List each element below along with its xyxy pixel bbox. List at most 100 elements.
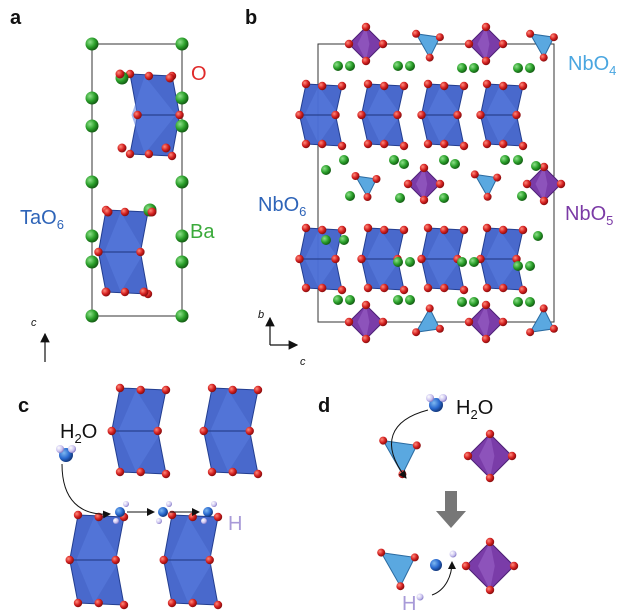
oxygen-atom xyxy=(518,141,528,151)
oxygen-atom xyxy=(94,598,103,608)
barium-atom xyxy=(450,159,460,169)
oxygen-atom xyxy=(344,317,354,327)
oxygen-atom xyxy=(120,207,130,217)
oxygen-atom xyxy=(175,110,184,120)
barium-atom xyxy=(85,309,99,323)
oxygen-atom xyxy=(470,170,479,179)
barium-atom xyxy=(525,297,535,307)
oxygen-atom xyxy=(522,179,532,189)
nbo5-highlight xyxy=(477,305,490,339)
oxygen-atom xyxy=(481,56,491,66)
oxygen-atom xyxy=(301,139,311,149)
octahedron-column xyxy=(107,383,171,479)
oxygen-atom xyxy=(549,324,558,333)
oxygen-atom xyxy=(485,537,495,547)
barium-atom xyxy=(513,155,523,165)
oxygen-atom xyxy=(463,451,473,461)
oxygen-atom xyxy=(331,110,340,120)
barium-atom xyxy=(525,63,535,73)
barium-atom xyxy=(85,255,99,269)
barium-atom xyxy=(175,255,189,269)
oxygen-atom xyxy=(361,334,371,344)
barium-atom xyxy=(175,309,189,323)
oxygen-atom xyxy=(125,149,135,159)
axis-c-label-a: c xyxy=(31,317,37,329)
oxygen-atom xyxy=(361,56,371,66)
oxygen-atom xyxy=(435,33,444,42)
nbo5-polyhedron xyxy=(344,300,388,344)
octahedron-column xyxy=(125,69,184,161)
oxygen-atom xyxy=(482,283,492,293)
oxygen-atom xyxy=(396,582,405,591)
oxygen-atom xyxy=(337,225,347,235)
oxygen-atom xyxy=(253,469,263,479)
proton xyxy=(166,501,172,507)
oxygen-atom xyxy=(136,385,145,395)
nbo5-highlight xyxy=(357,305,370,339)
oxygen-atom xyxy=(94,512,103,522)
oxygen-atom xyxy=(337,141,347,151)
oxygen-atom xyxy=(253,385,263,395)
barium-atom xyxy=(457,297,467,307)
barium-atom xyxy=(500,155,510,165)
hydrogen-label-c: H xyxy=(228,513,242,535)
oxygen-atom xyxy=(363,223,373,233)
oxygen-atom xyxy=(361,22,371,32)
oxygen-atom xyxy=(331,254,340,264)
tetrahedron xyxy=(379,436,421,479)
nbo5-highlight xyxy=(478,542,495,590)
panel-a xyxy=(40,37,189,362)
oxygen-atom xyxy=(464,39,474,49)
oxygen-atom xyxy=(419,195,429,205)
barium-atom xyxy=(531,161,541,171)
oxygen-atom xyxy=(399,225,409,235)
proton xyxy=(211,501,217,507)
oxygen-atom xyxy=(403,179,413,189)
oxygen-atom xyxy=(379,436,388,445)
tetrahedron xyxy=(526,304,558,337)
oxygen-atom xyxy=(228,385,237,395)
oxygen-atom xyxy=(493,173,502,182)
octahedron-column xyxy=(476,79,528,151)
barium-atom xyxy=(439,155,449,165)
oxygen-atom xyxy=(380,139,389,149)
barium-label: Ba xyxy=(190,221,215,243)
tetrahedron-face xyxy=(529,307,555,333)
oxygen-atom xyxy=(499,139,508,149)
octahedron-column xyxy=(295,223,347,295)
oxygen-atom xyxy=(435,179,445,189)
oxygen-atom xyxy=(117,143,127,153)
oxygen-atom xyxy=(459,285,469,295)
oxygen-atom xyxy=(459,225,469,235)
proton-d xyxy=(449,550,457,558)
oxygen-atom xyxy=(207,467,217,477)
oxygen-atom xyxy=(380,225,389,235)
oxygen-atom xyxy=(344,39,354,49)
nbo5-highlight xyxy=(479,434,495,478)
oxygen-atom xyxy=(65,555,74,565)
octahedron-column xyxy=(295,79,347,151)
octahedron-column xyxy=(357,223,409,295)
oxygen-atom xyxy=(103,207,113,217)
barium-atom xyxy=(469,297,479,307)
oxygen-atom xyxy=(245,426,254,436)
panel-b xyxy=(265,22,566,350)
octahedron-column xyxy=(199,383,263,479)
oxygen-atom xyxy=(101,287,111,297)
hydroxyl-site xyxy=(203,507,213,517)
surface-oxygen xyxy=(430,559,442,571)
tetrahedron xyxy=(377,548,419,591)
oxygen-atom xyxy=(526,29,535,38)
oxygen-atom xyxy=(380,283,389,293)
oxygen-atom xyxy=(213,600,223,610)
oxygen-atom xyxy=(485,585,495,595)
nbo5-highlight xyxy=(477,27,490,61)
proton xyxy=(201,518,207,524)
oxygen-atom xyxy=(207,383,217,393)
oxygen-atom xyxy=(377,548,386,557)
proton xyxy=(123,501,129,507)
oxygen-atom xyxy=(136,247,145,257)
oxygen-atom xyxy=(139,287,149,297)
oxygen-atom xyxy=(73,510,83,520)
hydroxyl-site xyxy=(115,507,125,517)
